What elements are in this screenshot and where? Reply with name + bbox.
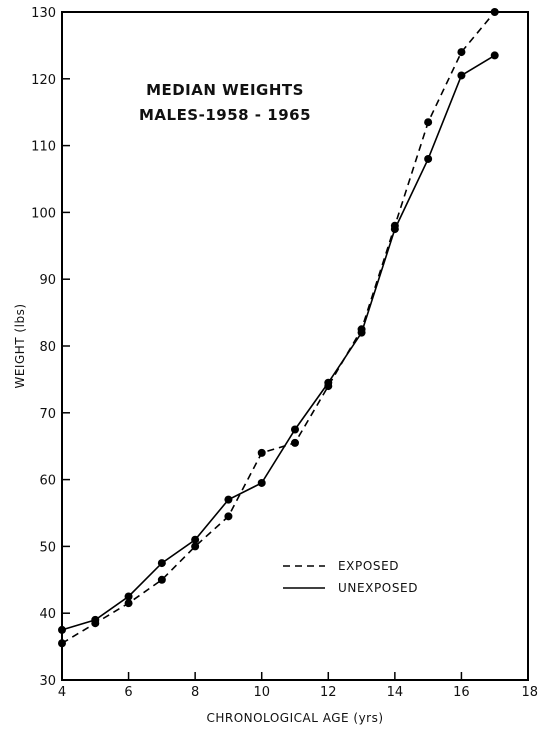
chart-title-line-1: MEDIAN WEIGHTS (146, 81, 304, 99)
data-point-exposed (424, 118, 433, 127)
x-tick-label: 10 (253, 685, 270, 700)
data-point-exposed (191, 542, 200, 551)
x-tick-label: 12 (320, 685, 337, 700)
y-tick-label: 60 (39, 474, 56, 489)
data-point-exposed (58, 639, 66, 648)
y-tick-label: 70 (39, 407, 56, 422)
data-point-unexposed (224, 495, 233, 504)
x-tick-label: 16 (453, 685, 470, 700)
data-point-unexposed (257, 478, 266, 487)
y-tick-label: 120 (31, 73, 56, 88)
x-axis-label: CHRONOLOGICAL AGE (yrs) (206, 711, 383, 725)
data-point-unexposed (157, 559, 166, 568)
x-tick-label: 4 (58, 685, 66, 700)
data-point-unexposed (58, 625, 66, 634)
chart-title-line-2: MALES-1958 - 1965 (139, 106, 311, 124)
series-layer (58, 8, 499, 648)
y-tick-label: 30 (39, 674, 56, 689)
series-line-unexposed (61, 54, 496, 631)
data-point-unexposed (291, 425, 299, 434)
y-tick-label: 110 (31, 140, 56, 155)
data-point-exposed (291, 438, 299, 447)
series-line-exposed (61, 11, 496, 644)
data-point-exposed (257, 448, 266, 457)
legend-exposed-label: EXPOSED (338, 559, 399, 573)
data-point-unexposed (324, 378, 333, 387)
data-point-unexposed (490, 51, 499, 60)
data-point-exposed (490, 8, 499, 16)
data-point-unexposed (390, 225, 399, 234)
y-axis: 30 40 50 60 70 80 90 100 110 120 130 (31, 6, 70, 689)
data-point-unexposed (191, 535, 200, 544)
y-tick-label: 40 (39, 607, 56, 622)
data-point-exposed (457, 48, 466, 57)
y-tick-label: 90 (39, 273, 56, 288)
data-point-unexposed (424, 154, 433, 163)
y-axis-label: WEIGHT (lbs) (13, 303, 27, 388)
x-tick-label: 6 (124, 685, 132, 700)
data-point-exposed (124, 599, 133, 608)
y-tick-label: 80 (39, 340, 56, 355)
y-tick-label: 100 (31, 206, 56, 221)
x-axis: 4 6 8 10 12 14 16 18 (58, 672, 538, 700)
x-tick-label: 14 (387, 685, 404, 700)
data-point-unexposed (457, 71, 466, 80)
data-point-unexposed (124, 592, 133, 601)
x-tick-label: 8 (191, 685, 199, 700)
data-point-exposed (157, 575, 166, 584)
data-point-unexposed (357, 328, 366, 337)
x-tick-label: 18 (521, 685, 538, 700)
data-point-unexposed (91, 615, 100, 624)
data-point-exposed (224, 512, 233, 521)
legend-unexposed-label: UNEXPOSED (338, 581, 418, 595)
y-tick-label: 130 (31, 6, 56, 21)
y-tick-label: 50 (39, 540, 56, 555)
legend: EXPOSED UNEXPOSED (283, 559, 418, 595)
